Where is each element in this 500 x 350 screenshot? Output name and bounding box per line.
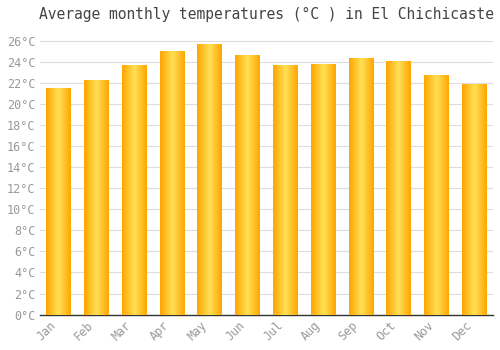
- Bar: [122, 65, 146, 315]
- Bar: [46, 88, 71, 315]
- Bar: [424, 75, 448, 315]
- Bar: [84, 79, 108, 315]
- Bar: [160, 51, 184, 315]
- Bar: [198, 44, 222, 315]
- Bar: [310, 64, 336, 315]
- Bar: [462, 84, 486, 315]
- Bar: [348, 58, 373, 315]
- Bar: [273, 65, 297, 315]
- Title: Average monthly temperatures (°C ) in El Chichicaste: Average monthly temperatures (°C ) in El…: [39, 7, 494, 22]
- Bar: [386, 61, 411, 315]
- Bar: [235, 55, 260, 315]
